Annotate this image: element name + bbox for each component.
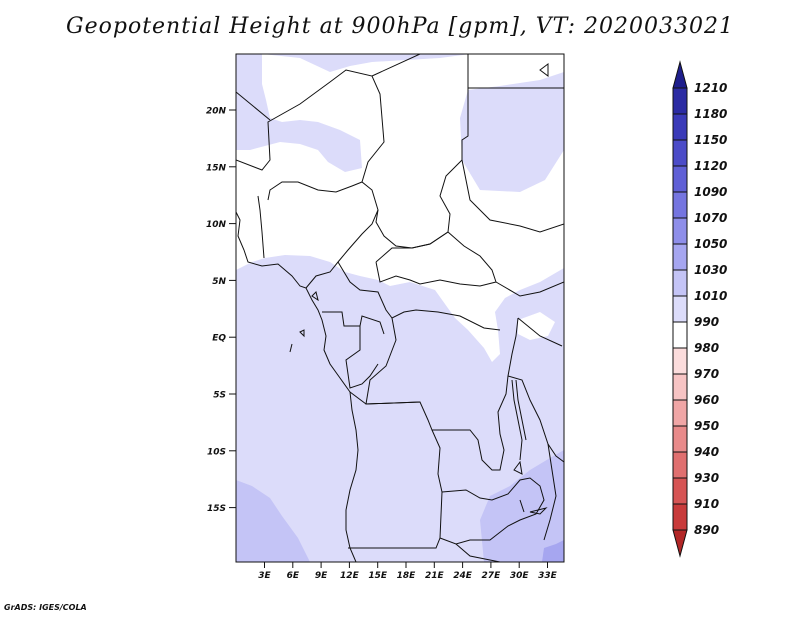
lat-label: 10S: [207, 447, 226, 457]
colorbar-segment: [672, 191, 688, 219]
libya-chad-egypt: [371, 54, 469, 160]
colorbar-label: 910: [694, 497, 719, 511]
colorbar-label: 1050: [694, 237, 727, 251]
colorbar-label: 1120: [694, 159, 727, 173]
colorbar-arrow-bottom: [672, 529, 688, 558]
colorbar-label: 990: [694, 315, 719, 329]
map-area: [236, 54, 564, 562]
tanzania-border: [507, 317, 564, 463]
malawi-mozambique: [455, 443, 557, 562]
colorbar-segment: [672, 373, 688, 401]
lon-label: 27E: [482, 571, 502, 581]
colorbar-segment: [672, 139, 688, 167]
colorbar: 1210 1180 1150 1120 1090 1070 1050 1030 1010 990 9…: [672, 60, 727, 558]
colorbar-segment: [672, 503, 688, 531]
colorbar-segment: [672, 243, 688, 271]
lat-label: 5S: [213, 391, 226, 401]
west-africa-coast: [236, 211, 359, 562]
lon-label: 30E: [510, 571, 530, 581]
colorbar-segment: [672, 217, 688, 245]
mid-field-southwest: [236, 480, 310, 562]
lon-label: 3E: [258, 571, 271, 581]
nigeria-border: [267, 181, 379, 289]
colorbar-label: 940: [694, 445, 719, 459]
colorbar-segment: [672, 399, 688, 427]
colorbar-label: 980: [694, 341, 719, 355]
lon-label: 6E: [287, 571, 300, 581]
colorbar-segment: [672, 451, 688, 479]
colorbar-label: 1150: [694, 133, 727, 147]
lat-label: 15N: [206, 163, 227, 173]
colorbar-label: 1030: [694, 263, 727, 277]
grads-credit: GrADS: IGES/COLA: [4, 603, 87, 612]
lat-label: 15S: [207, 504, 226, 514]
lat-label: 20N: [206, 107, 227, 117]
colorbar-label: 950: [694, 419, 719, 433]
colorbar-segment: [672, 425, 688, 453]
colorbar-label: 1010: [694, 289, 727, 303]
colorbar-segment: [672, 113, 688, 141]
lon-label: 9E: [315, 571, 328, 581]
colorbar-arrow-top: [672, 60, 688, 89]
lon-label: 24E: [453, 571, 473, 581]
colorbar-segment: [672, 477, 688, 505]
drc-border: [365, 317, 519, 471]
colorbar-segment: [672, 321, 688, 349]
lat-label: EQ: [212, 334, 226, 344]
low-field-hornlake: [518, 312, 555, 340]
lakes: [511, 379, 548, 515]
lon-label: 12E: [340, 571, 360, 581]
longitude-axis: 3E 6E 9E 12E 15E 18E 21E 24E 27E 30E 33E: [258, 562, 558, 581]
colorbar-segment: [672, 165, 688, 193]
islands: [289, 63, 549, 353]
lon-label: 18E: [397, 571, 417, 581]
niger-libya-border: [236, 69, 385, 183]
figure-title: Geopotential Height at 900hPa [gpm], VT:…: [66, 14, 734, 39]
sudan-south: [461, 159, 564, 297]
colorbar-segment: [672, 87, 688, 115]
colorbar-label: 890: [694, 523, 719, 537]
latitude-axis: 20N 15N 10N 5N EQ 5S 10S 15S: [206, 107, 236, 514]
lon-label: 33E: [538, 571, 558, 581]
colorbar-label: 1090: [694, 185, 727, 199]
zambia-border: [439, 477, 545, 545]
colorbar-label: 1070: [694, 211, 727, 225]
high-field-southeast: [542, 540, 564, 562]
map-frame: [235, 53, 565, 563]
colorbar-label: 930: [694, 471, 719, 485]
benin-niger-border: [257, 195, 265, 259]
colorbar-label: 960: [694, 393, 719, 407]
colorbar-segment: [672, 295, 688, 323]
algeria-mali: [236, 91, 271, 121]
colorbar-label: 1180: [694, 107, 727, 121]
lat-label: 5N: [212, 277, 226, 287]
colorbar-segment: [672, 269, 688, 297]
lat-label: 10N: [206, 220, 227, 230]
borders: [236, 54, 564, 562]
colorbar-label: 970: [694, 367, 719, 381]
lon-label: 15E: [368, 571, 388, 581]
lon-label: 21E: [425, 571, 445, 581]
colorbar-label: 1210: [694, 81, 727, 95]
cameroon-congo: [322, 261, 501, 389]
colorbar-segment: [672, 347, 688, 375]
